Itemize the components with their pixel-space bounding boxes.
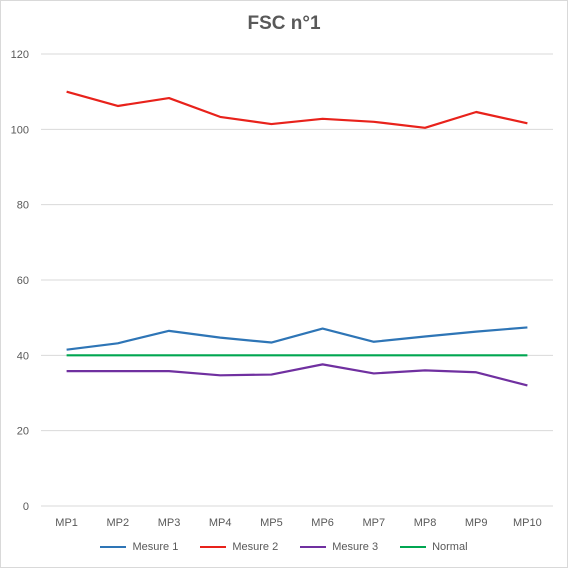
legend-item-mesure-3: Mesure 3: [300, 541, 378, 553]
legend-label: Mesure 2: [232, 541, 279, 553]
x-tick-label-mp4: MP4: [209, 517, 232, 529]
x-tick-label-mp9: MP9: [465, 517, 488, 529]
legend-swatch: [300, 546, 327, 548]
legend-swatch: [400, 546, 427, 548]
y-tick-label-40: 40: [17, 350, 29, 362]
legend-swatch: [100, 546, 127, 548]
x-tick-label-mp3: MP3: [158, 517, 181, 529]
x-tick-label-mp6: MP6: [311, 517, 334, 529]
y-tick-label-0: 0: [23, 501, 29, 513]
x-tick-label-mp1: MP1: [55, 517, 78, 529]
y-tick-label-20: 20: [17, 426, 29, 438]
x-tick-label-mp5: MP5: [260, 517, 283, 529]
x-tick-label-mp10: MP10: [513, 517, 542, 529]
legend-label: Normal: [432, 541, 468, 553]
y-tick-label-100: 100: [11, 124, 29, 136]
series-line-mesure-1: [66, 326, 528, 351]
x-tick-label-mp2: MP2: [106, 517, 129, 529]
legend-label: Mesure 1: [132, 541, 179, 553]
legend-swatch: [200, 546, 227, 548]
series-line-mesure-3: [66, 363, 528, 387]
y-tick-label-120: 120: [11, 49, 29, 61]
y-tick-label-60: 60: [17, 275, 29, 287]
x-tick-label-mp8: MP8: [414, 517, 437, 529]
legend-label: Mesure 3: [332, 541, 379, 553]
y-tick-label-80: 80: [17, 200, 29, 212]
series-line-mesure-2: [66, 90, 528, 129]
legend-item-mesure-1: Mesure 1: [100, 541, 178, 553]
chart-title: FSC n°1: [247, 13, 321, 34]
legend: Mesure 1 Mesure 2 Mesure 3 Normal: [1, 541, 567, 553]
x-tick-label-mp7: MP7: [362, 517, 385, 529]
legend-item-normal: Normal: [400, 541, 468, 553]
legend-item-mesure-2: Mesure 2: [200, 541, 278, 553]
